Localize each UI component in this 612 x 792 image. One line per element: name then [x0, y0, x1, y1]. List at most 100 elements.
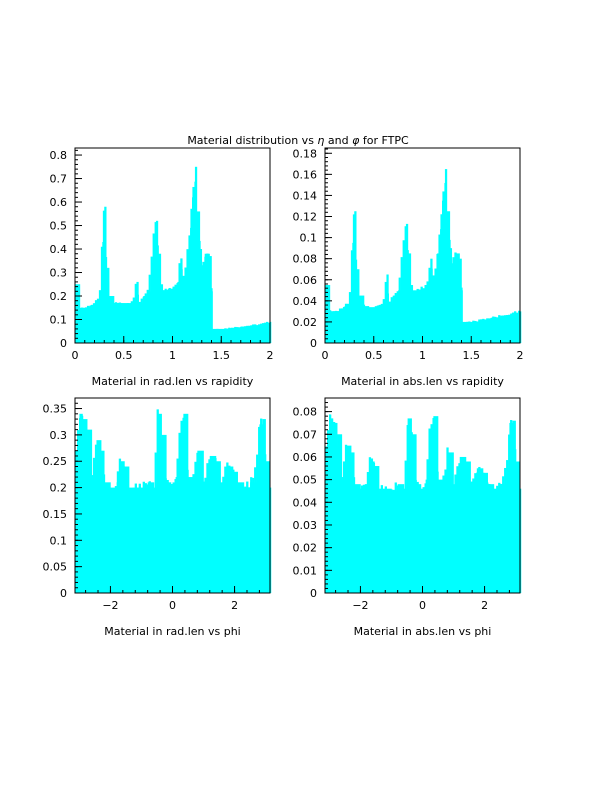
y-tick-label: 0.02 — [293, 316, 318, 329]
histogram-fine-bins — [325, 414, 521, 593]
histogram-fine-bin — [424, 285, 427, 343]
histogram-fine-bin — [172, 482, 175, 593]
histogram-fine-bin — [384, 486, 387, 593]
x-tick-label: 0 — [72, 349, 79, 362]
histogram-fine-bin — [162, 456, 165, 593]
histogram-fine-bin — [246, 481, 249, 593]
histogram-fine-bin — [398, 277, 401, 343]
x-axis: 0 0.5 1 1.5 2 — [72, 336, 274, 362]
histogram-fine-bin — [474, 320, 477, 343]
histogram-fine-bin — [332, 421, 336, 593]
histogram-fine-bin — [372, 307, 376, 343]
histogram-fine-bin — [124, 473, 128, 593]
histogram-fine-bin — [456, 466, 459, 593]
x-axis-label: Material in abs.len vs rapidity — [341, 375, 504, 388]
histogram-fine-bin — [268, 478, 271, 593]
x-axis: −2 0 2 — [85, 586, 260, 612]
x-axis-label: Material in rad.len vs phi — [104, 625, 241, 638]
histogram-fine-bin — [392, 489, 395, 593]
histogram-fine-bin — [242, 487, 245, 593]
histogram-fine-bin — [404, 226, 407, 343]
histogram-fine-bin — [262, 425, 265, 593]
histogram-fine-bin — [354, 488, 358, 593]
histogram-fine-bin — [358, 489, 362, 593]
histogram-fine-bin — [236, 327, 239, 343]
histogram-fine-bin — [476, 472, 479, 593]
y-tick-label: 0.16 — [293, 168, 318, 181]
histogram-fine-bin — [500, 316, 503, 343]
histogram-fine-bin — [112, 488, 116, 593]
histogram-fine-bin — [86, 442, 90, 593]
histogram-fine-bin — [440, 484, 443, 593]
histogram-fine-bin — [476, 321, 479, 343]
histogram-fine-bin — [482, 472, 485, 593]
histogram-fine-bin — [108, 297, 112, 343]
histogram-fine-bin — [148, 481, 151, 593]
y-tick-label: 0.1 — [50, 314, 68, 327]
histogram-fine-bin — [86, 305, 90, 343]
histogram-fine-bin — [412, 291, 415, 343]
y-tick-label: 0 — [310, 337, 317, 350]
histogram-fine-bin — [238, 484, 241, 593]
histogram-fine-bin — [348, 453, 352, 593]
histogram-fine-bin — [396, 291, 399, 343]
histogram-fine-bin — [212, 329, 215, 343]
histogram-fine-bin — [82, 308, 86, 343]
histogram-fine-bin — [110, 299, 114, 343]
histogram-fine-bin — [256, 454, 259, 593]
histogram-fine-bin — [150, 484, 153, 593]
x-axis: 0 0.5 1 1.5 2 — [322, 336, 524, 362]
histogram-fine-bin — [408, 422, 411, 593]
histogram-fine-bin — [434, 442, 437, 593]
histogram-fine-bin — [214, 458, 217, 593]
histogram-fine-bin — [386, 493, 389, 593]
histogram-fine-bin — [352, 214, 356, 343]
histogram-fine-bin — [484, 319, 487, 343]
histogram-fine-bin — [360, 485, 364, 593]
histogram-fine-bin — [140, 489, 143, 593]
histogram-fine-bin — [450, 263, 453, 343]
histogram-fine-bin — [208, 257, 211, 343]
histogram-fine-bin — [214, 329, 217, 343]
histogram-fine-bin — [202, 481, 205, 593]
y-tick-label: 0.5 — [50, 220, 68, 233]
x-axis-label: Material in rad.len vs rapidity — [92, 375, 254, 388]
histogram-fine-bin — [400, 488, 403, 593]
y-tick-label: 0.7 — [50, 173, 68, 186]
histogram-fine-bin — [344, 444, 348, 593]
histogram-fine-bin — [518, 480, 521, 593]
histogram-fine-bin — [100, 456, 104, 593]
histogram-fine-bin — [426, 281, 429, 343]
histogram-fine-bin — [412, 455, 415, 593]
histogram-fine-bin — [346, 451, 350, 593]
histogram-fine-bin — [325, 289, 328, 343]
histogram-fine-bin — [442, 475, 445, 593]
y-tick-label: 0 — [60, 337, 67, 350]
y-axis: 0 0.02 0.04 0.06 0.08 0.1 0.12 0.14 0.16 0.18 — [293, 147, 332, 350]
histogram-fine-bin — [178, 263, 181, 343]
histogram-fine-bin — [138, 301, 141, 343]
histogram-fine-bin — [266, 321, 269, 343]
x-tick-label: 1.5 — [213, 349, 231, 362]
histogram-fine-bin — [340, 477, 344, 593]
histogram-fine-bin — [352, 477, 356, 593]
y-tick-label: 0.08 — [293, 253, 318, 266]
histogram-fine-bin — [156, 245, 159, 343]
histogram-fine-bin — [230, 328, 233, 343]
histogram-fine-bin — [472, 320, 475, 343]
histogram-fine-bin — [250, 477, 253, 593]
histogram-fine-bin — [474, 473, 477, 593]
histogram-fine-bin — [92, 457, 96, 593]
histogram-fine-bin — [78, 309, 82, 343]
histogram-fine-bin — [94, 444, 98, 593]
histogram-fine-bin — [92, 303, 96, 343]
histogram-fine-bin — [196, 452, 199, 593]
y-axis: 0 0.05 0.1 0.15 0.2 0.25 0.3 0.35 — [43, 397, 82, 600]
histogram-fine-bin — [136, 487, 139, 593]
histogram-fine-bin — [328, 414, 332, 593]
histogram-fine-bin — [340, 308, 344, 343]
x-tick-label: 0 — [322, 349, 329, 362]
y-tick-label: 0.05 — [43, 561, 68, 574]
histogram-bar — [519, 488, 522, 593]
histogram-fine-bin — [266, 473, 269, 593]
